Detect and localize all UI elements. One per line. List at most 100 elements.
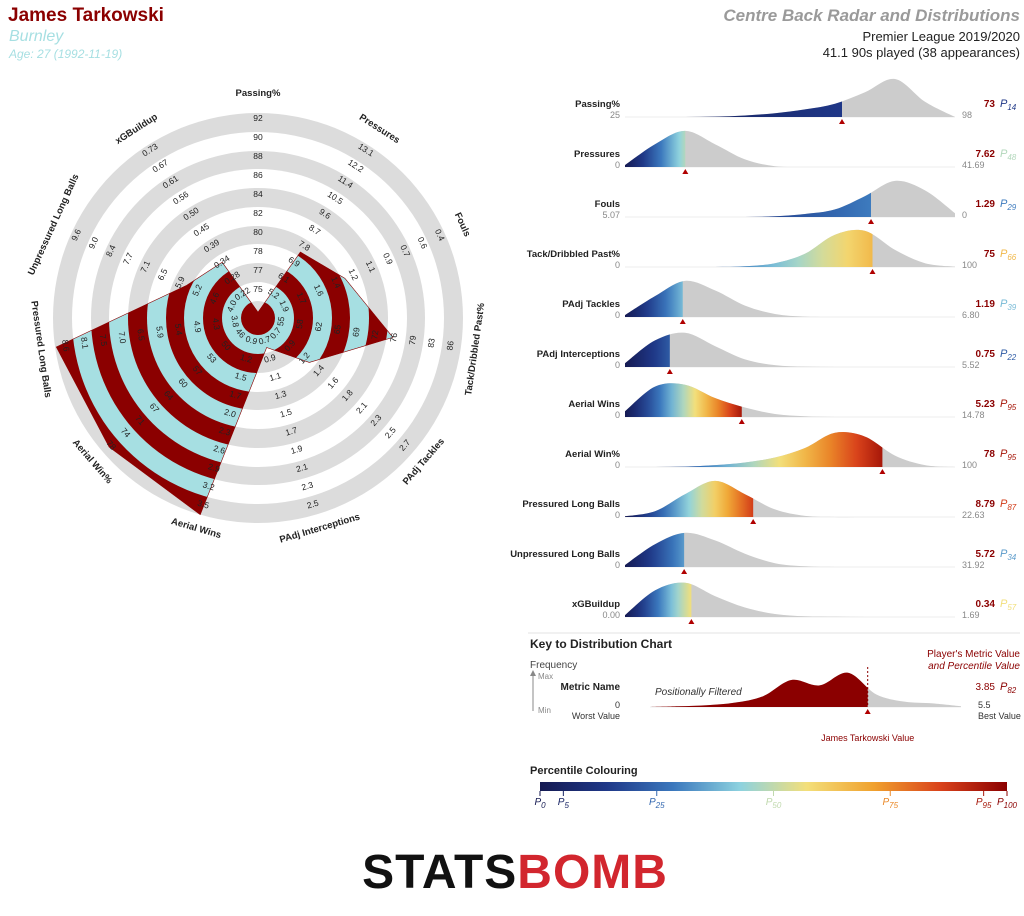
percentile-value: 100 <box>1004 801 1018 810</box>
percentile-symbol: P <box>1000 448 1008 460</box>
key-value-marker <box>864 709 871 714</box>
value-marker <box>682 169 689 174</box>
radar-band <box>241 301 275 335</box>
radar-tick-label: 6.5 <box>135 328 147 341</box>
radar-tick-label: 5.2 <box>190 282 204 297</box>
value-marker <box>738 419 745 424</box>
radar-tick-label: 4.9 <box>192 320 204 333</box>
radar-tick-label: 2.5 <box>306 498 320 511</box>
distribution-area <box>625 532 955 568</box>
key-metric-name: Metric Name <box>561 682 621 693</box>
key-min: Min <box>538 706 551 715</box>
distribution-area <box>625 130 955 168</box>
metric-name: Aerial Win% <box>565 449 620 460</box>
percentile-symbol: P <box>1000 148 1008 160</box>
distribution-area-coloured <box>625 130 686 167</box>
percentile-symbol: P <box>649 797 656 808</box>
radar-tick-label: 0.7 <box>398 243 412 258</box>
min-label: 5.07 <box>602 210 620 220</box>
percentile: P87 <box>1000 498 1017 512</box>
max-label: 1.69 <box>962 610 980 620</box>
radar-tick-label: 3.2 <box>202 479 216 492</box>
percentile-symbol: P <box>1000 498 1008 510</box>
legend-tick-label: P5 <box>558 797 570 810</box>
value-marker <box>869 269 876 274</box>
distribution-area-coloured <box>625 229 873 268</box>
key-filter-note: Positionally Filtered <box>655 687 742 698</box>
metric-name: Passing% <box>575 99 620 110</box>
max-label: 14.78 <box>962 410 985 420</box>
radar-tick-label: 80 <box>253 227 263 237</box>
radar-tick-label: 78 <box>253 246 263 256</box>
distribution-area-coloured <box>625 101 842 118</box>
radar-tick-label: 83 <box>426 337 437 348</box>
distribution-area-coloured <box>625 432 883 468</box>
key-worst: Worst Value <box>572 711 620 721</box>
radar-tick-label: 1.1 <box>364 259 378 274</box>
percentile: P22 <box>1000 348 1017 362</box>
value-marker <box>666 369 673 374</box>
distribution-area-coloured <box>625 383 742 417</box>
percentile-value: 48 <box>1007 153 1016 162</box>
percentile-value: 57 <box>1007 603 1016 612</box>
radar-tick-label: 1.4 <box>329 275 343 290</box>
percentile-value: 0 <box>541 801 546 810</box>
min-label: 0 <box>615 510 620 520</box>
metric-value: 1.19 <box>976 299 996 310</box>
percentile-value: 5 <box>564 801 569 810</box>
percentile-symbol: P <box>1000 198 1008 210</box>
metric-name: Tack/Dribbled Past% <box>527 249 621 260</box>
radar-tick-label: 7.1 <box>138 259 152 274</box>
percentile-value: 95 <box>1007 453 1016 462</box>
legend-tick-label: P75 <box>882 797 898 810</box>
radar-tick-label: 1.7 <box>295 291 309 306</box>
value-marker <box>688 619 695 624</box>
metric-name: PAdj Interceptions <box>537 349 620 360</box>
radar-tick-label: 65 <box>332 324 343 335</box>
metric-value: 0.75 <box>976 349 996 360</box>
metric-value: 8.79 <box>976 499 996 510</box>
radar-tick-label: 69 <box>350 326 361 337</box>
radar-tick-label: 76 <box>388 332 399 343</box>
max-label: 6.80 <box>962 310 980 320</box>
radar-tick-label: 2.6 <box>212 443 226 456</box>
percentile-symbol: P <box>1000 398 1008 410</box>
radar-axis-label: Tack/Dribbled Past% <box>463 302 487 396</box>
radar-tick-label: 0.4 <box>433 227 447 242</box>
percentile-value: 29 <box>1006 203 1016 212</box>
radar-tick-label: 86 <box>253 170 263 180</box>
key-marker-label: James Tarkowski Value <box>821 733 914 743</box>
metric-name: Unpressured Long Balls <box>510 549 620 560</box>
metric-value: 7.62 <box>976 149 996 160</box>
legend-tick-label: P50 <box>766 797 782 810</box>
distribution-area <box>625 280 955 318</box>
radar-tick-label: 2.0 <box>223 407 237 420</box>
radar-tick-label: 90 <box>253 132 263 142</box>
radar-tick-label: 1.2 <box>347 267 361 282</box>
max-label: 5.52 <box>962 360 980 370</box>
max-label: 0 <box>962 210 967 220</box>
percentile-symbol: P <box>997 797 1004 808</box>
percentile: P39 <box>1000 298 1017 312</box>
value-marker <box>679 319 686 324</box>
legend-tick-label: P25 <box>649 797 665 810</box>
page-title: Centre Back Radar and Distributions <box>723 6 1020 25</box>
percentile-value: 95 <box>1007 403 1016 412</box>
percentile-symbol: P <box>1000 548 1008 560</box>
value-marker <box>681 569 688 574</box>
radar-tick-label: 1.6 <box>312 283 326 298</box>
percentile: P95 <box>1000 448 1017 462</box>
radar-tick-label: 9.6 <box>69 227 83 242</box>
distribution-area <box>625 582 955 618</box>
metric-name: Pressures <box>574 149 620 160</box>
percentile-symbol: P <box>1000 98 1008 110</box>
legend-title: Percentile Colouring <box>530 765 638 777</box>
radar-tick-label: 6.5 <box>155 267 169 282</box>
radar-tick-label: 55 <box>275 316 286 327</box>
distribution-area <box>625 332 955 368</box>
radar-polygon <box>55 251 394 516</box>
metric-name: PAdj Tackles <box>562 299 620 310</box>
radar-tick-label: 4.0 <box>225 298 239 313</box>
percentile: P29 <box>1000 198 1017 212</box>
radar-tick-label: 5.4 <box>173 323 185 336</box>
